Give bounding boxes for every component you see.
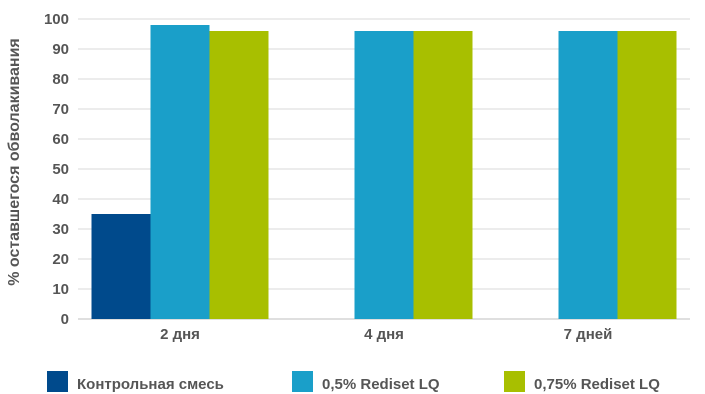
y-tick-label: 30: [52, 221, 69, 238]
y-tick-label: 50: [52, 161, 69, 178]
legend-swatch: [504, 371, 525, 392]
bars: [91, 25, 677, 319]
y-tick-label: 70: [52, 101, 69, 118]
x-category-labels: 2 дня 4 дня 7 дней: [160, 326, 612, 343]
y-tick-label: 80: [52, 71, 69, 88]
x-category-label: 4 дня: [364, 326, 404, 343]
bar: [413, 31, 473, 319]
y-tick-labels: 0 10 20 30 40 50 60 70 80 90 100: [44, 11, 69, 328]
y-tick-label: 100: [44, 11, 69, 28]
y-tick-label: 20: [52, 251, 69, 268]
bar: [558, 31, 618, 319]
x-category-label: 7 дней: [564, 326, 613, 343]
y-tick-label: 10: [52, 281, 69, 298]
y-tick-label: 40: [52, 191, 69, 208]
bar: [91, 214, 151, 319]
legend-swatch: [47, 371, 68, 392]
bar: [617, 31, 677, 319]
y-tick-label: 60: [52, 131, 69, 148]
y-tick-label: 90: [52, 41, 69, 58]
x-category-label: 2 дня: [160, 326, 200, 343]
legend-swatch: [292, 371, 313, 392]
bar: [354, 31, 414, 319]
y-axis-title: % оставшегося обволакивания: [6, 38, 23, 286]
bar: [209, 31, 269, 319]
bar: [150, 25, 210, 319]
y-tick-label: 0: [61, 311, 69, 328]
legend-label: Контрольная смесь: [77, 376, 224, 393]
legend-label: 0,75% Rediset LQ: [534, 376, 660, 393]
legend-label: 0,5% Rediset LQ: [322, 376, 440, 393]
legend: Контрольная смесь 0,5% Rediset LQ 0,75% Re…: [47, 371, 660, 393]
